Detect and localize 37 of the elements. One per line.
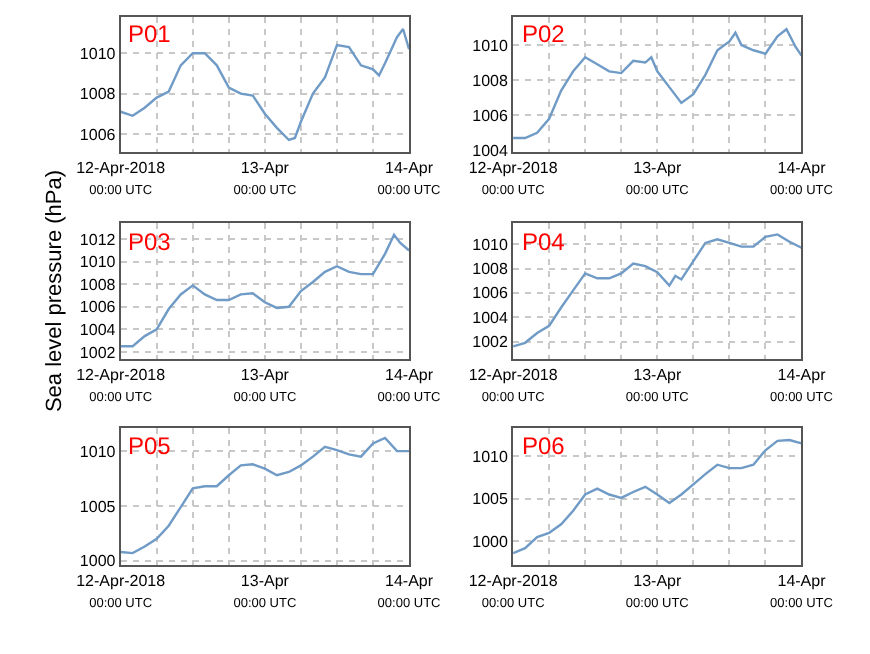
- y-tick-label: 1006: [472, 106, 509, 125]
- y-tick-label: 1008: [79, 275, 117, 294]
- line-series: [513, 233, 802, 348]
- y-tick-label: 1006: [472, 284, 509, 303]
- y-tick-label: 1000: [79, 552, 117, 571]
- line-series: [120, 27, 410, 142]
- y-tick-label: 1005: [472, 490, 509, 509]
- y-tick-label: 1004: [472, 308, 509, 327]
- y-tick-label: 1010: [472, 447, 509, 466]
- y-tick-label: 1002: [472, 333, 509, 352]
- y-tick-label: 1010: [472, 36, 509, 55]
- y-tick-label: 1006: [79, 125, 117, 144]
- y-tick-label: 1010: [472, 235, 509, 254]
- line-series: [120, 233, 410, 348]
- chart-title: P01: [128, 20, 172, 48]
- y-tick-label: 1004: [79, 320, 117, 339]
- y-tick-label: 1010: [79, 442, 117, 461]
- y-tick-label: 1008: [472, 260, 509, 279]
- line-series: [513, 438, 802, 555]
- y-tick-label: 1000: [472, 532, 509, 551]
- chart-title: P03: [128, 228, 172, 256]
- chart-title: P04: [522, 228, 566, 256]
- line-series: [513, 28, 802, 140]
- y-tick-label: 1008: [79, 85, 117, 104]
- line-series: [120, 436, 410, 555]
- y-tick-label: 1010: [79, 44, 117, 63]
- y-tick-label: 1005: [79, 497, 117, 516]
- y-tick-label: 1002: [79, 343, 117, 362]
- y-tick-label: 1012: [79, 230, 117, 249]
- y-axis-title: Sea level pressure (hPa): [43, 169, 68, 413]
- chart-title: P02: [522, 20, 566, 48]
- chart-title: P06: [522, 432, 566, 460]
- y-tick-label: 1008: [472, 71, 509, 90]
- y-tick-label: 1006: [79, 298, 117, 317]
- y-tick-label: 1004: [472, 141, 509, 160]
- chart-title: P05: [128, 432, 172, 460]
- y-tick-label: 1010: [79, 253, 117, 272]
